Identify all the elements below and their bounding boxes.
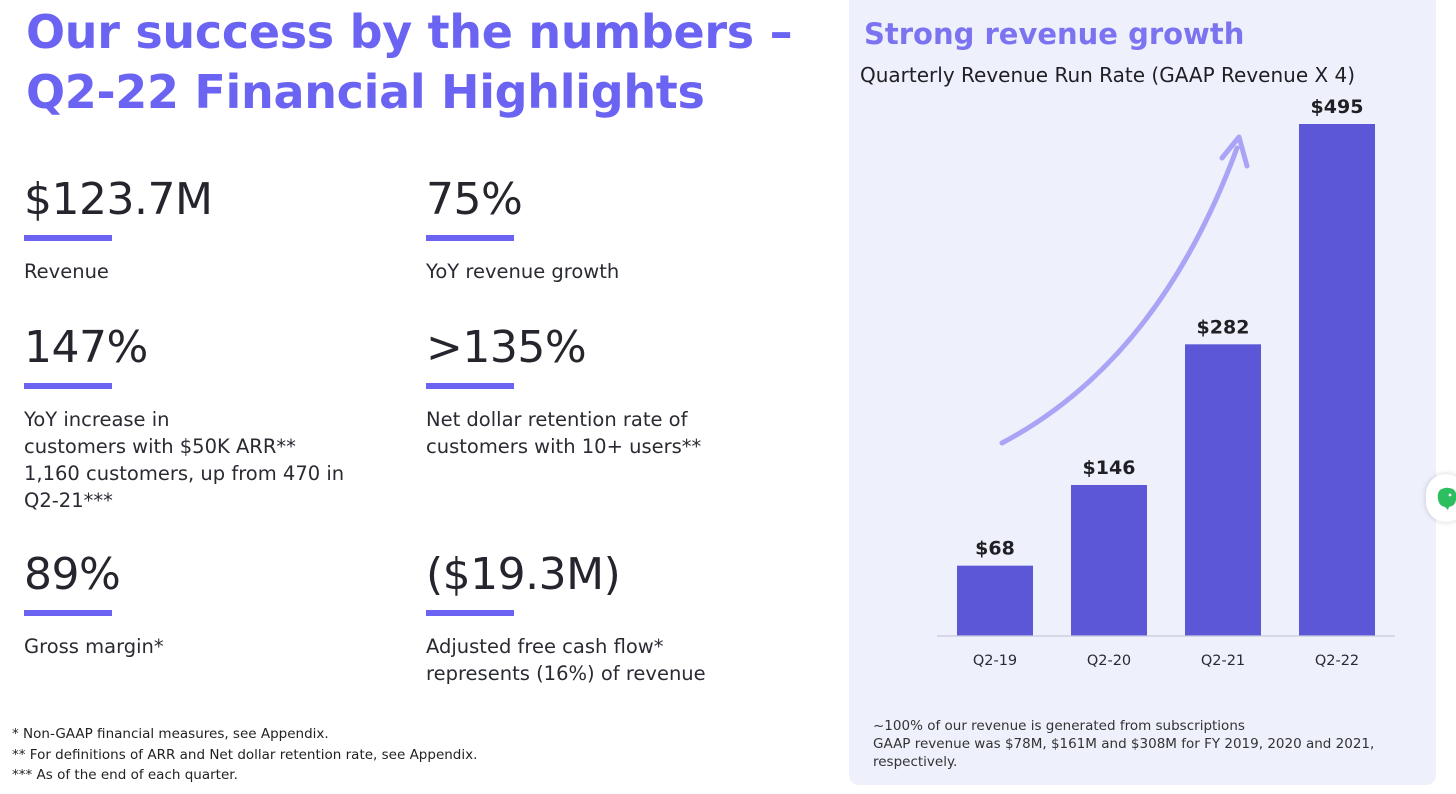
metric-underline bbox=[24, 610, 112, 616]
metric-yoy-growth: 75% YoY revenue growth bbox=[426, 174, 619, 285]
metric-description-line: Revenue bbox=[24, 260, 109, 283]
footnote: ** For definitions of ARR and Net dollar… bbox=[12, 746, 478, 763]
metric-value: 89% bbox=[24, 549, 121, 600]
metric-free-cash-flow: ($19.3M) Adjusted free cash flow* repres… bbox=[426, 549, 706, 687]
metric-value: >135% bbox=[426, 322, 587, 373]
panel-notes: ~100% of our revenue is generated from s… bbox=[873, 717, 1374, 771]
metric-description-line: Q2-21*** bbox=[24, 489, 113, 512]
bar-value-label: $495 bbox=[1311, 96, 1364, 118]
metric-description: Net dollar retention rate of customers w… bbox=[426, 406, 701, 460]
metric-description-line: Adjusted free cash flow* bbox=[426, 635, 664, 658]
floating-app-button[interactable] bbox=[1426, 474, 1456, 522]
metric-description-line: customers with 10+ users** bbox=[426, 435, 702, 458]
metric-customers-50k: 147% YoY increase in customers with $50K… bbox=[24, 322, 344, 514]
panel-note: respectively. bbox=[873, 754, 958, 770]
metric-underline bbox=[426, 383, 514, 389]
bar-value-label: $68 bbox=[975, 538, 1015, 560]
metric-description: Adjusted free cash flow* represents (16%… bbox=[426, 633, 706, 687]
metric-description: Gross margin* bbox=[24, 633, 164, 660]
metric-value: ($19.3M) bbox=[426, 549, 621, 600]
metric-revenue: $123.7M Revenue bbox=[24, 174, 213, 285]
panel-note: GAAP revenue was $78M, $161M and $308M f… bbox=[873, 736, 1375, 752]
metric-net-retention: >135% Net dollar retention rate of custo… bbox=[426, 322, 701, 460]
growth-arrowhead-icon bbox=[1219, 134, 1250, 169]
bar-q2-19 bbox=[957, 565, 1033, 636]
elephant-logo-icon bbox=[1437, 487, 1456, 510]
page-title-line-2: Q2-22 Financial Highlights bbox=[26, 65, 705, 119]
bar-value-label: $282 bbox=[1197, 316, 1250, 338]
bar-q2-22 bbox=[1299, 124, 1375, 636]
metric-description-line: 1,160 customers, up from 470 in bbox=[24, 462, 345, 485]
revenue-growth-panel: Strong revenue growth Quarterly Revenue … bbox=[849, 0, 1436, 785]
footnotes: * Non-GAAP financial measures, see Appen… bbox=[12, 724, 477, 786]
x-tick-label: Q2-20 bbox=[1087, 653, 1131, 669]
metric-description-line: Gross margin* bbox=[24, 635, 164, 658]
metric-value: 147% bbox=[24, 322, 148, 373]
panel-note: ~100% of our revenue is generated from s… bbox=[873, 718, 1245, 734]
metric-value: 75% bbox=[426, 174, 523, 225]
bar-value-label: $146 bbox=[1083, 457, 1136, 479]
metric-gross-margin: 89% Gross margin* bbox=[24, 549, 164, 660]
metric-description-line: Net dollar retention rate of bbox=[426, 408, 688, 431]
metric-description: Revenue bbox=[24, 258, 212, 285]
metric-description-line: YoY increase in bbox=[24, 408, 170, 431]
growth-arrow-icon bbox=[999, 145, 1240, 446]
revenue-bar-chart: $68 Q2-19 $146 Q2-20 $282 Q2-21 $495 Q2-22 bbox=[937, 96, 1395, 669]
bar-q2-20 bbox=[1071, 484, 1147, 636]
x-tick-label: Q2-21 bbox=[1201, 653, 1245, 669]
metric-description-line: customers with $50K ARR** bbox=[24, 435, 296, 458]
footnote: * Non-GAAP financial measures, see Appen… bbox=[12, 726, 329, 742]
chart-title: Quarterly Revenue Run Rate (GAAP Revenue… bbox=[860, 63, 1356, 87]
metric-description: YoY revenue growth bbox=[426, 258, 619, 285]
page-title-line-1: Our success by the numbers – bbox=[26, 5, 793, 59]
metric-underline bbox=[426, 610, 514, 616]
x-tick-label: Q2-19 bbox=[973, 653, 1017, 669]
metric-description: YoY increase in customers with $50K ARR*… bbox=[24, 406, 344, 514]
metric-underline bbox=[24, 235, 112, 241]
bars-layer: $68 Q2-19 $146 Q2-20 $282 Q2-21 $495 Q2-22 bbox=[957, 96, 1375, 669]
page-title: Our success by the numbers – Q2-22 Finan… bbox=[26, 2, 793, 122]
bar-q2-21 bbox=[1185, 344, 1261, 636]
x-tick-label: Q2-22 bbox=[1315, 653, 1359, 669]
panel-heading: Strong revenue growth bbox=[864, 17, 1245, 51]
metric-value: $123.7M bbox=[24, 174, 213, 225]
footnote: *** As of the end of each quarter. bbox=[12, 767, 238, 783]
metric-underline bbox=[24, 383, 112, 389]
metric-description-line: YoY revenue growth bbox=[426, 260, 620, 283]
metric-underline bbox=[426, 235, 514, 241]
metric-description-line: represents (16%) of revenue bbox=[426, 662, 706, 685]
